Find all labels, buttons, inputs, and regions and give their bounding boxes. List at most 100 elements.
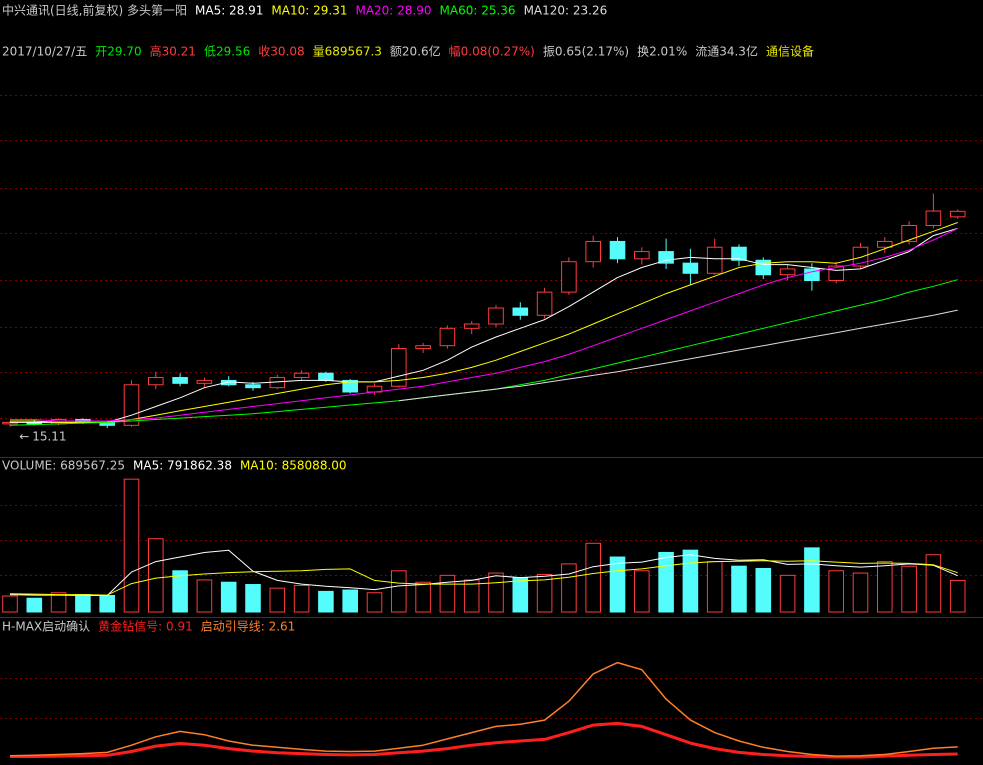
- volume-bar: [706, 561, 723, 613]
- candle-body: [561, 261, 577, 293]
- candle-body: [439, 327, 456, 347]
- volume-title: VOLUME: 689567.25: [2, 459, 125, 473]
- volume-bar: [682, 549, 699, 613]
- volume-bar: [804, 547, 820, 613]
- legend-entry: MA10: 29.31: [271, 4, 347, 18]
- low-arrow: ←: [19, 430, 29, 444]
- volume-bar: [415, 581, 431, 613]
- candle-body: [949, 210, 966, 218]
- volume-bar: [585, 542, 601, 613]
- volume-bar: [220, 581, 237, 613]
- ma-line: [398, 309, 958, 402]
- legend-entry: MA20: 28.90: [355, 4, 431, 18]
- legend-entry: MA5: 28.91: [195, 4, 263, 18]
- volume-bar: [463, 579, 480, 613]
- legend-entry: 黄金钻信号: 0.91: [98, 619, 193, 634]
- candle-body: [123, 384, 140, 426]
- volume-bar: [75, 594, 91, 613]
- info-item: 额20.6亿: [390, 44, 441, 59]
- chart-title: 中兴通讯(日线,前复权) 多头第一阳: [2, 3, 187, 18]
- info-item: 收30.08: [258, 45, 304, 59]
- ma-line: [10, 227, 958, 423]
- info-item: 量689567.3: [313, 45, 382, 59]
- volume-bar: [901, 565, 917, 613]
- volume-bar: [779, 574, 796, 613]
- volume-bar: [439, 574, 456, 613]
- candle-body: [172, 377, 188, 384]
- ma-line: [10, 222, 958, 423]
- volume-bar: [755, 567, 772, 613]
- info-item: 通信设备: [766, 45, 814, 59]
- volume-bar: [123, 478, 140, 613]
- candle-body: [585, 240, 601, 263]
- volume-bar: [609, 556, 626, 613]
- candle-body: [779, 268, 796, 276]
- volume-bar: [731, 565, 747, 613]
- legend-entry: MA60: 25.36: [440, 4, 516, 18]
- candle-body: [293, 372, 310, 379]
- candle-body: [148, 377, 164, 386]
- volume-bar: [26, 597, 43, 613]
- info-item: 幅0.08(0.27%): [449, 44, 535, 59]
- candle-body: [488, 307, 504, 325]
- volume-bar: [658, 551, 674, 613]
- volume-bar: [512, 577, 529, 613]
- candle-body: [682, 262, 699, 274]
- ma-line: [10, 227, 958, 422]
- candle-body: [536, 291, 553, 316]
- labels: ← 15.11 中兴通讯(日线,前复权) 多头第一阳 MA5: 28.91 MA10: …: [2, 3, 814, 634]
- low-annotation: 15.11: [32, 430, 66, 444]
- info-item: 开29.70: [95, 45, 141, 59]
- volume-bar: [925, 554, 942, 613]
- volume-bar: [293, 584, 310, 613]
- volume-bar: [196, 579, 213, 613]
- volume-bar: [561, 563, 577, 613]
- volume-bar: [148, 538, 164, 613]
- info-item: 换2.01%: [637, 45, 687, 59]
- volume-bar: [877, 561, 893, 613]
- candle-body: [706, 246, 723, 274]
- volume-bar: [172, 570, 188, 613]
- volume-bar: [50, 592, 67, 613]
- candle-body: [245, 384, 261, 389]
- volume-bar: [245, 584, 261, 613]
- volume-bar: [342, 589, 358, 613]
- candle-body: [925, 210, 942, 227]
- candle-body: [877, 240, 893, 248]
- candle-body: [731, 246, 747, 261]
- volume-bar: [634, 570, 650, 613]
- info-item: 低29.56: [204, 45, 250, 59]
- candle-body: [852, 246, 869, 267]
- candle-body: [318, 372, 334, 381]
- info-item: 振0.65(2.17%): [543, 45, 629, 59]
- ma-line: [9, 560, 958, 596]
- volume-bar: [99, 595, 115, 613]
- candle-body: [609, 240, 626, 260]
- ma-line: [9, 549, 958, 596]
- volume-bar: [536, 573, 553, 613]
- candle-body: [804, 268, 820, 282]
- legend-entry: MA5: 791862.38: [133, 459, 232, 473]
- legend-entry: 启动引导线: 2.61: [201, 620, 296, 634]
- candle-body: [342, 379, 358, 393]
- info-item: 流通34.3亿: [695, 44, 758, 59]
- candle-body: [634, 251, 650, 260]
- volume-bar: [852, 572, 869, 613]
- candle-body: [512, 307, 529, 316]
- candle-body: [463, 323, 480, 329]
- volume-bar: [269, 587, 286, 613]
- volume-bar: [318, 590, 334, 613]
- volume-bar: [2, 595, 18, 613]
- legend-entry: MA120: 23.26: [524, 4, 608, 18]
- volume-bar: [488, 572, 504, 613]
- candle-body: [901, 225, 917, 242]
- candle-body: [196, 379, 213, 384]
- ma-line: [10, 721, 958, 759]
- indicator-title: H-MAX启动确认: [2, 620, 90, 634]
- info-item: 2017/10/27/五: [2, 45, 87, 59]
- ma-line: [9, 661, 958, 757]
- candle-body: [415, 345, 431, 350]
- volume-bar: [391, 570, 407, 613]
